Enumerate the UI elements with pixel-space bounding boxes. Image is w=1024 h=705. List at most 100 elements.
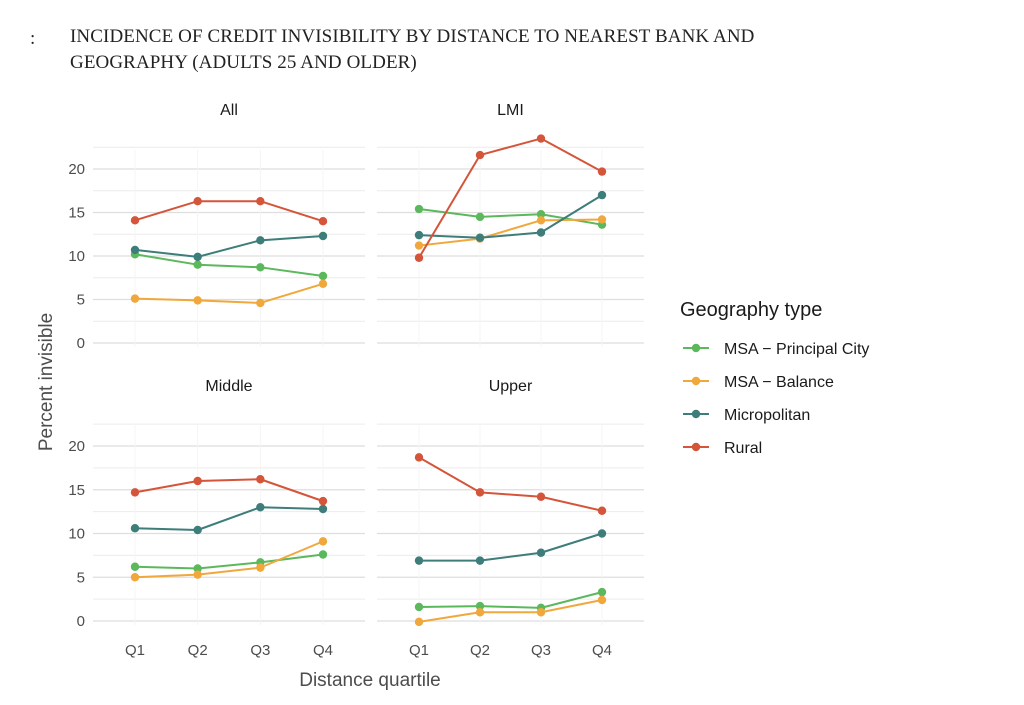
series-line-micropolitan — [134, 234, 324, 258]
data-point-micropolitan — [536, 548, 546, 557]
series-line-msa-balance — [418, 599, 603, 623]
legend-label: Micropolitan — [724, 407, 810, 424]
data-point-rural — [130, 488, 140, 497]
panel-upper: Upper Q1 Q2 Q3 Q4 — [377, 378, 644, 659]
title-marker: : — [30, 28, 36, 49]
data-point-msa-balance — [318, 537, 328, 546]
data-point-rural — [130, 216, 140, 225]
series-line-rural — [134, 200, 324, 223]
data-point-micropolitan — [130, 524, 140, 533]
y-tick-label: 10 — [68, 248, 85, 265]
series-line-msa-balance — [134, 282, 324, 304]
data-point-micropolitan — [475, 556, 485, 565]
data-point-micropolitan — [597, 529, 607, 538]
legend-label: Rural — [724, 440, 762, 457]
data-point-micropolitan — [318, 504, 328, 514]
data-point-msa-principal-city — [414, 602, 424, 612]
data-point-msa-balance — [414, 617, 424, 627]
panel-middle: Middle 0 5 10 15 20 Q1 Q2 Q3 Q4 — [68, 378, 365, 659]
data-point-rural — [414, 253, 424, 262]
series-line-rural — [134, 478, 324, 503]
legend-label: MSA − Principal City — [724, 341, 869, 358]
legend-item-micropolitan: Micropolitan — [683, 407, 810, 424]
series-line-micropolitan — [419, 532, 603, 562]
y-tick-label: 5 — [77, 569, 85, 586]
series-line-msa-balance — [418, 218, 603, 247]
data-point-rural — [597, 506, 607, 515]
data-point-rural — [318, 496, 328, 506]
data-point-rural — [475, 488, 485, 497]
series-line-micropolitan — [418, 194, 603, 239]
data-point-rural — [536, 492, 546, 501]
data-point-msa-balance — [193, 570, 202, 579]
panel-title-all: All — [220, 102, 238, 119]
panel-all: All 0 5 10 15 20 — [68, 102, 365, 352]
data-point-msa-principal-city — [536, 210, 546, 219]
x-tick-label: Q4 — [313, 642, 333, 659]
data-point-micropolitan — [414, 230, 424, 240]
data-point-rural — [414, 453, 424, 462]
y-axis-title: Percent invisible — [36, 313, 57, 451]
data-point-msa-balance — [597, 215, 607, 224]
legend-swatch-point — [691, 343, 701, 353]
data-point-msa-principal-city — [193, 564, 202, 573]
series-line-msa-balance — [134, 540, 324, 579]
data-point-msa-balance — [256, 298, 265, 308]
series-line-msa-principal-city — [134, 553, 324, 570]
data-point-micropolitan — [130, 245, 140, 255]
series-line-msa-principal-city — [418, 591, 603, 609]
x-axis-title: Distance quartile — [299, 670, 441, 691]
data-point-micropolitan — [536, 228, 546, 237]
x-tick-label: Q3 — [531, 642, 551, 659]
data-point-msa-principal-city — [597, 587, 607, 597]
series-line-msa-principal-city — [134, 253, 324, 278]
legend-swatch-point — [691, 442, 701, 452]
y-tick-label: 0 — [77, 335, 85, 352]
legend-swatch-point — [691, 409, 701, 419]
chart-heading: INCIDENCE OF CREDIT INVISIBILITY BY DIST… — [70, 24, 970, 76]
data-point-msa-balance — [130, 294, 140, 303]
data-point-msa-balance — [193, 296, 202, 305]
data-point-msa-principal-city — [414, 204, 424, 214]
series-line-micropolitan — [134, 506, 324, 531]
panel-title-middle: Middle — [205, 378, 252, 395]
data-point-msa-balance — [536, 608, 546, 617]
chart-heading-line-2: GEOGRAPHY (ADULTS 25 AND OLDER) — [70, 52, 417, 73]
data-point-rural — [193, 476, 202, 486]
data-point-msa-principal-city — [475, 601, 485, 611]
data-point-msa-balance — [475, 608, 485, 617]
y-tick-label: 5 — [77, 292, 85, 309]
data-point-msa-principal-city — [318, 271, 328, 281]
legend-title: Geography type — [680, 299, 822, 321]
data-point-rural — [256, 475, 265, 484]
y-tick-label: 10 — [68, 526, 85, 543]
data-point-rural — [193, 196, 202, 206]
data-point-micropolitan — [256, 503, 265, 512]
data-point-rural — [475, 150, 485, 160]
data-point-msa-principal-city — [475, 212, 485, 222]
y-tick-label: 0 — [77, 613, 85, 630]
data-point-micropolitan — [414, 556, 424, 565]
x-tick-label: Q1 — [409, 642, 429, 659]
data-point-msa-principal-city — [193, 260, 202, 269]
x-tick-label: Q1 — [125, 642, 145, 659]
series-line-rural — [418, 456, 603, 512]
data-point-msa-principal-city — [130, 562, 140, 571]
panel-title-lmi: LMI — [497, 102, 524, 119]
data-point-micropolitan — [193, 525, 202, 535]
legend: Geography type MSA − Principal City MSA −… — [680, 299, 869, 457]
panel-title-upper: Upper — [489, 378, 533, 395]
data-point-rural — [536, 134, 546, 143]
panel-lmi: LMI — [377, 102, 644, 347]
data-point-msa-principal-city — [256, 263, 265, 272]
y-tick-label: 20 — [68, 161, 85, 178]
data-point-msa-balance — [414, 241, 424, 250]
data-point-msa-principal-city — [318, 550, 328, 559]
data-point-msa-balance — [256, 563, 265, 572]
y-tick-label: 20 — [68, 438, 85, 455]
legend-swatch-point — [691, 376, 701, 386]
x-tick-label: Q2 — [470, 642, 490, 659]
data-point-msa-balance — [536, 216, 546, 225]
